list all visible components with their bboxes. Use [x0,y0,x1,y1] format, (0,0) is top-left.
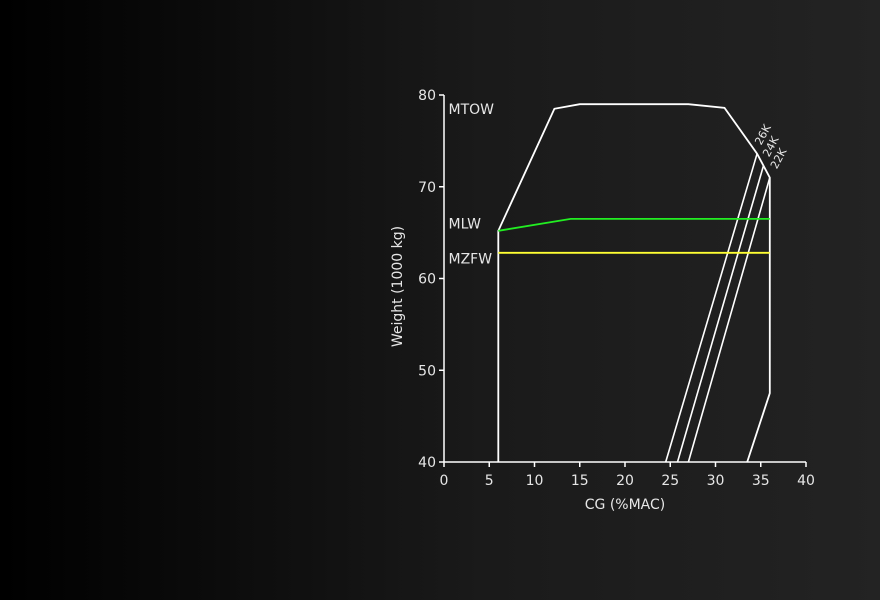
x-tick-label: 10 [526,473,544,489]
y-tick-label: 60 [418,272,436,288]
x-tick-label: 5 [485,473,494,489]
y-tick-label: 40 [418,455,436,471]
y-axis-title: Weight (1000 kg) [390,226,406,347]
x-tick-label: 40 [797,473,815,489]
x-tick-label: 25 [661,473,679,489]
mlw-line [498,219,770,231]
y-tick-label: 80 [418,88,436,104]
x-tick-label: 0 [440,473,449,489]
y-tick-label: 70 [418,180,436,196]
x-tick-label: 20 [616,473,634,489]
x-tick-label: 35 [752,473,770,489]
mtow-label: MTOW [449,102,495,118]
trim-line-26k [666,154,757,462]
x-tick-label: 30 [707,473,725,489]
x-axis-title: CG (%MAC) [585,497,666,513]
axis-ticks: 0 5 10 15 20 25 30 35 40 40 50 60 70 80 [418,88,815,489]
y-tick-label: 50 [418,363,436,379]
mlw-label: MLW [449,216,482,232]
trim-line-24k [678,166,764,462]
trim-line-22k [688,178,769,462]
chart-series [498,104,770,462]
x-tick-label: 15 [571,473,589,489]
mzfw-label: MZFW [449,251,493,267]
